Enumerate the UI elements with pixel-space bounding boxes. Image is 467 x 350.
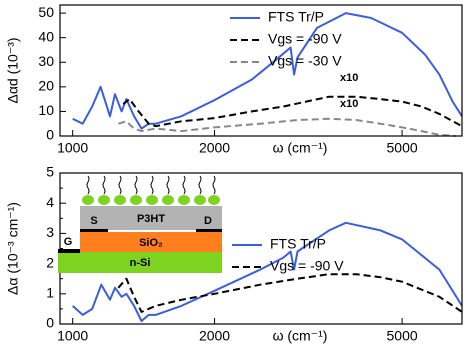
x-axis-label: ω (cm⁻¹)	[273, 140, 328, 156]
x-tick-label: 5000	[387, 328, 418, 344]
x-tick-label: 2000	[199, 328, 230, 344]
y-tick-label: 40	[38, 28, 54, 44]
plot-frame	[59, 4, 463, 137]
data-line	[72, 221, 463, 322]
y-tick-label: 3	[46, 224, 54, 240]
legend-label: Vgs = -90 V	[270, 258, 344, 274]
plot-frame	[59, 172, 463, 325]
y-tick-label: 4	[46, 194, 54, 210]
inset-label: SiO₂	[139, 237, 163, 249]
inset-label: G	[64, 236, 73, 248]
x-tick-label: 5000	[387, 140, 418, 156]
inset-label: S	[90, 215, 97, 227]
legend-label: FTS Tr/P	[268, 9, 324, 25]
y-tick-label: 10	[38, 102, 54, 118]
y-tick-label: 50	[38, 4, 54, 20]
x-axis-label: ω (cm⁻¹)	[273, 328, 328, 344]
y-tick-label: 2	[46, 254, 54, 270]
x-tick-label: 2000	[199, 140, 230, 156]
annotation: x10	[340, 98, 358, 110]
data-line	[122, 95, 463, 128]
y-tick-label: 0	[46, 315, 54, 331]
y-axis-label: Δαd (10⁻³)	[5, 37, 21, 103]
y-tick-label: 30	[38, 53, 54, 69]
inset-label: n-Si	[130, 257, 151, 269]
legend-label: FTS Tr/P	[270, 236, 326, 252]
legend-label: Vgs = -90 V	[268, 31, 342, 47]
annotation: x10	[340, 72, 358, 84]
y-tick-label: 20	[38, 78, 54, 94]
y-tick-label: 1	[46, 285, 54, 301]
x-tick-label: 1000	[57, 328, 88, 344]
data-line	[117, 273, 463, 313]
x-tick-label: 1000	[57, 140, 88, 156]
legend-label: Vgs = -30 V	[268, 53, 342, 69]
inset-label: P3HT	[137, 213, 165, 225]
y-axis-label: Δα (10⁻³ cm⁻¹)	[5, 202, 21, 295]
data-line	[118, 117, 456, 137]
y-tick-label: 5	[46, 164, 54, 180]
inset-label: D	[204, 215, 212, 227]
y-tick-label: 0	[46, 127, 54, 143]
data-line	[72, 12, 463, 130]
device-inset: P3HT SiO₂ n-Si S D G	[58, 175, 222, 273]
